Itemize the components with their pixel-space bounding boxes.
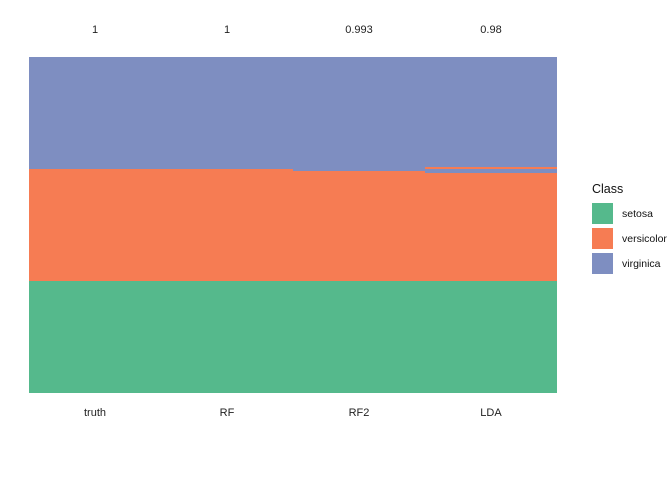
legend-swatch-setosa (592, 203, 613, 224)
segment-virginica (425, 57, 557, 167)
legend-items: setosa versicolor virginica (592, 203, 667, 274)
x-axis-label-LDA: LDA (480, 407, 502, 419)
segment-setosa (161, 281, 293, 393)
segment-versicolor (425, 166, 557, 169)
column-LDA (425, 57, 557, 393)
segment-versicolor (29, 169, 161, 281)
legend-title: Class (592, 182, 624, 196)
legend-item-setosa: setosa (592, 203, 667, 224)
segment-virginica (425, 168, 557, 174)
legend-label-versicolor: versicolor (622, 232, 667, 245)
chart-panel (29, 57, 557, 393)
segment-virginica (293, 57, 425, 172)
segment-setosa (425, 280, 557, 393)
legend-swatch-versicolor (592, 228, 613, 249)
segment-virginica (161, 57, 293, 169)
x-axis-label-RF: RF (219, 407, 235, 419)
accuracy-labels-row: 1 1 0.993 0.98 (29, 23, 557, 37)
x-axis-label-RF2: RF2 (348, 407, 370, 419)
legend-label-virginica: virginica (622, 257, 661, 270)
segment-setosa (29, 281, 161, 393)
segment-setosa (293, 280, 425, 393)
legend-label-setosa: setosa (622, 207, 653, 220)
accuracy-label-RF2: 0.993 (345, 24, 373, 36)
segment-virginica (29, 57, 161, 169)
x-axis-labels-row: truth RF RF2 LDA (29, 406, 557, 420)
segment-versicolor (161, 169, 293, 281)
column-RF2 (293, 57, 425, 393)
accuracy-label-truth: 1 (91, 24, 99, 36)
accuracy-label-LDA: 0.98 (480, 24, 502, 36)
legend: Class setosa versicolor virginica (592, 182, 667, 278)
segment-versicolor (425, 173, 557, 281)
column-RF (161, 57, 293, 393)
legend-item-virginica: virginica (592, 253, 667, 274)
column-truth (29, 57, 161, 393)
legend-swatch-virginica (592, 253, 613, 274)
legend-item-versicolor: versicolor (592, 228, 667, 249)
x-axis-label-truth: truth (83, 407, 106, 419)
segment-versicolor (293, 171, 425, 281)
accuracy-label-RF: 1 (223, 24, 231, 36)
